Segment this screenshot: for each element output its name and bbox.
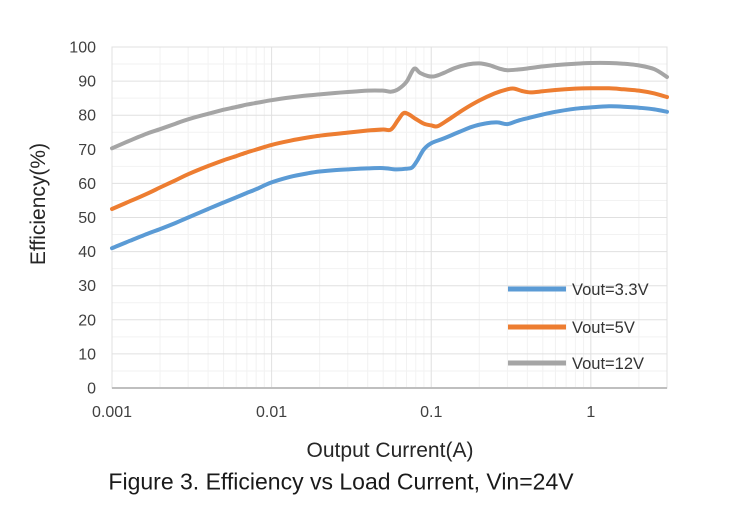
- legend-item-vout-3.3v: Vout=3.3V: [508, 281, 649, 299]
- x-axis-title: Output Current(A): [306, 439, 474, 462]
- series-line-vout-3.3v: [110, 104, 669, 251]
- series-line-vout-5v: [110, 86, 669, 211]
- efficiency-vs-load-current-plot: 0 10 20 30 40 50 60 70 80 90 100 0.001 0.01 0.1 1 Vout=…: [69, 40, 669, 421]
- grid-major: [112, 47, 667, 388]
- legend-label: Vout=12V: [572, 355, 644, 373]
- y-axis-title: Efficiency(%): [27, 142, 50, 266]
- y-tick-label: 70: [78, 142, 96, 159]
- y-tick-label: 100: [69, 40, 96, 57]
- series-line-vout-12v: [110, 60, 669, 151]
- x-tick-labels: 0.001 0.01 0.1 1: [92, 404, 595, 421]
- legend-item-vout-12v: Vout=12V: [508, 355, 644, 373]
- legend-label: Vout=5V: [572, 319, 635, 337]
- legend-label: Vout=3.3V: [572, 281, 649, 299]
- y-tick-label: 20: [78, 312, 96, 329]
- legend-item-vout-5v: Vout=5V: [508, 319, 635, 337]
- x-tick-label: 1: [586, 404, 595, 421]
- x-tick-label: 0.1: [420, 404, 442, 421]
- y-tick-label: 30: [78, 278, 96, 295]
- x-tick-label: 0.001: [92, 404, 132, 421]
- figure-caption: Figure 3. Efficiency vs Load Current, Vi…: [108, 468, 574, 495]
- y-tick-label: 90: [78, 74, 96, 91]
- y-tick-label: 40: [78, 244, 96, 261]
- y-tick-labels: 0 10 20 30 40 50 60 70 80 90 100: [69, 40, 96, 398]
- y-tick-label: 10: [78, 346, 96, 363]
- y-tick-label: 0: [87, 381, 96, 398]
- y-tick-label: 80: [78, 108, 96, 125]
- y-tick-label: 50: [78, 210, 96, 227]
- x-tick-label: 0.01: [256, 404, 287, 421]
- y-tick-label: 60: [78, 176, 96, 193]
